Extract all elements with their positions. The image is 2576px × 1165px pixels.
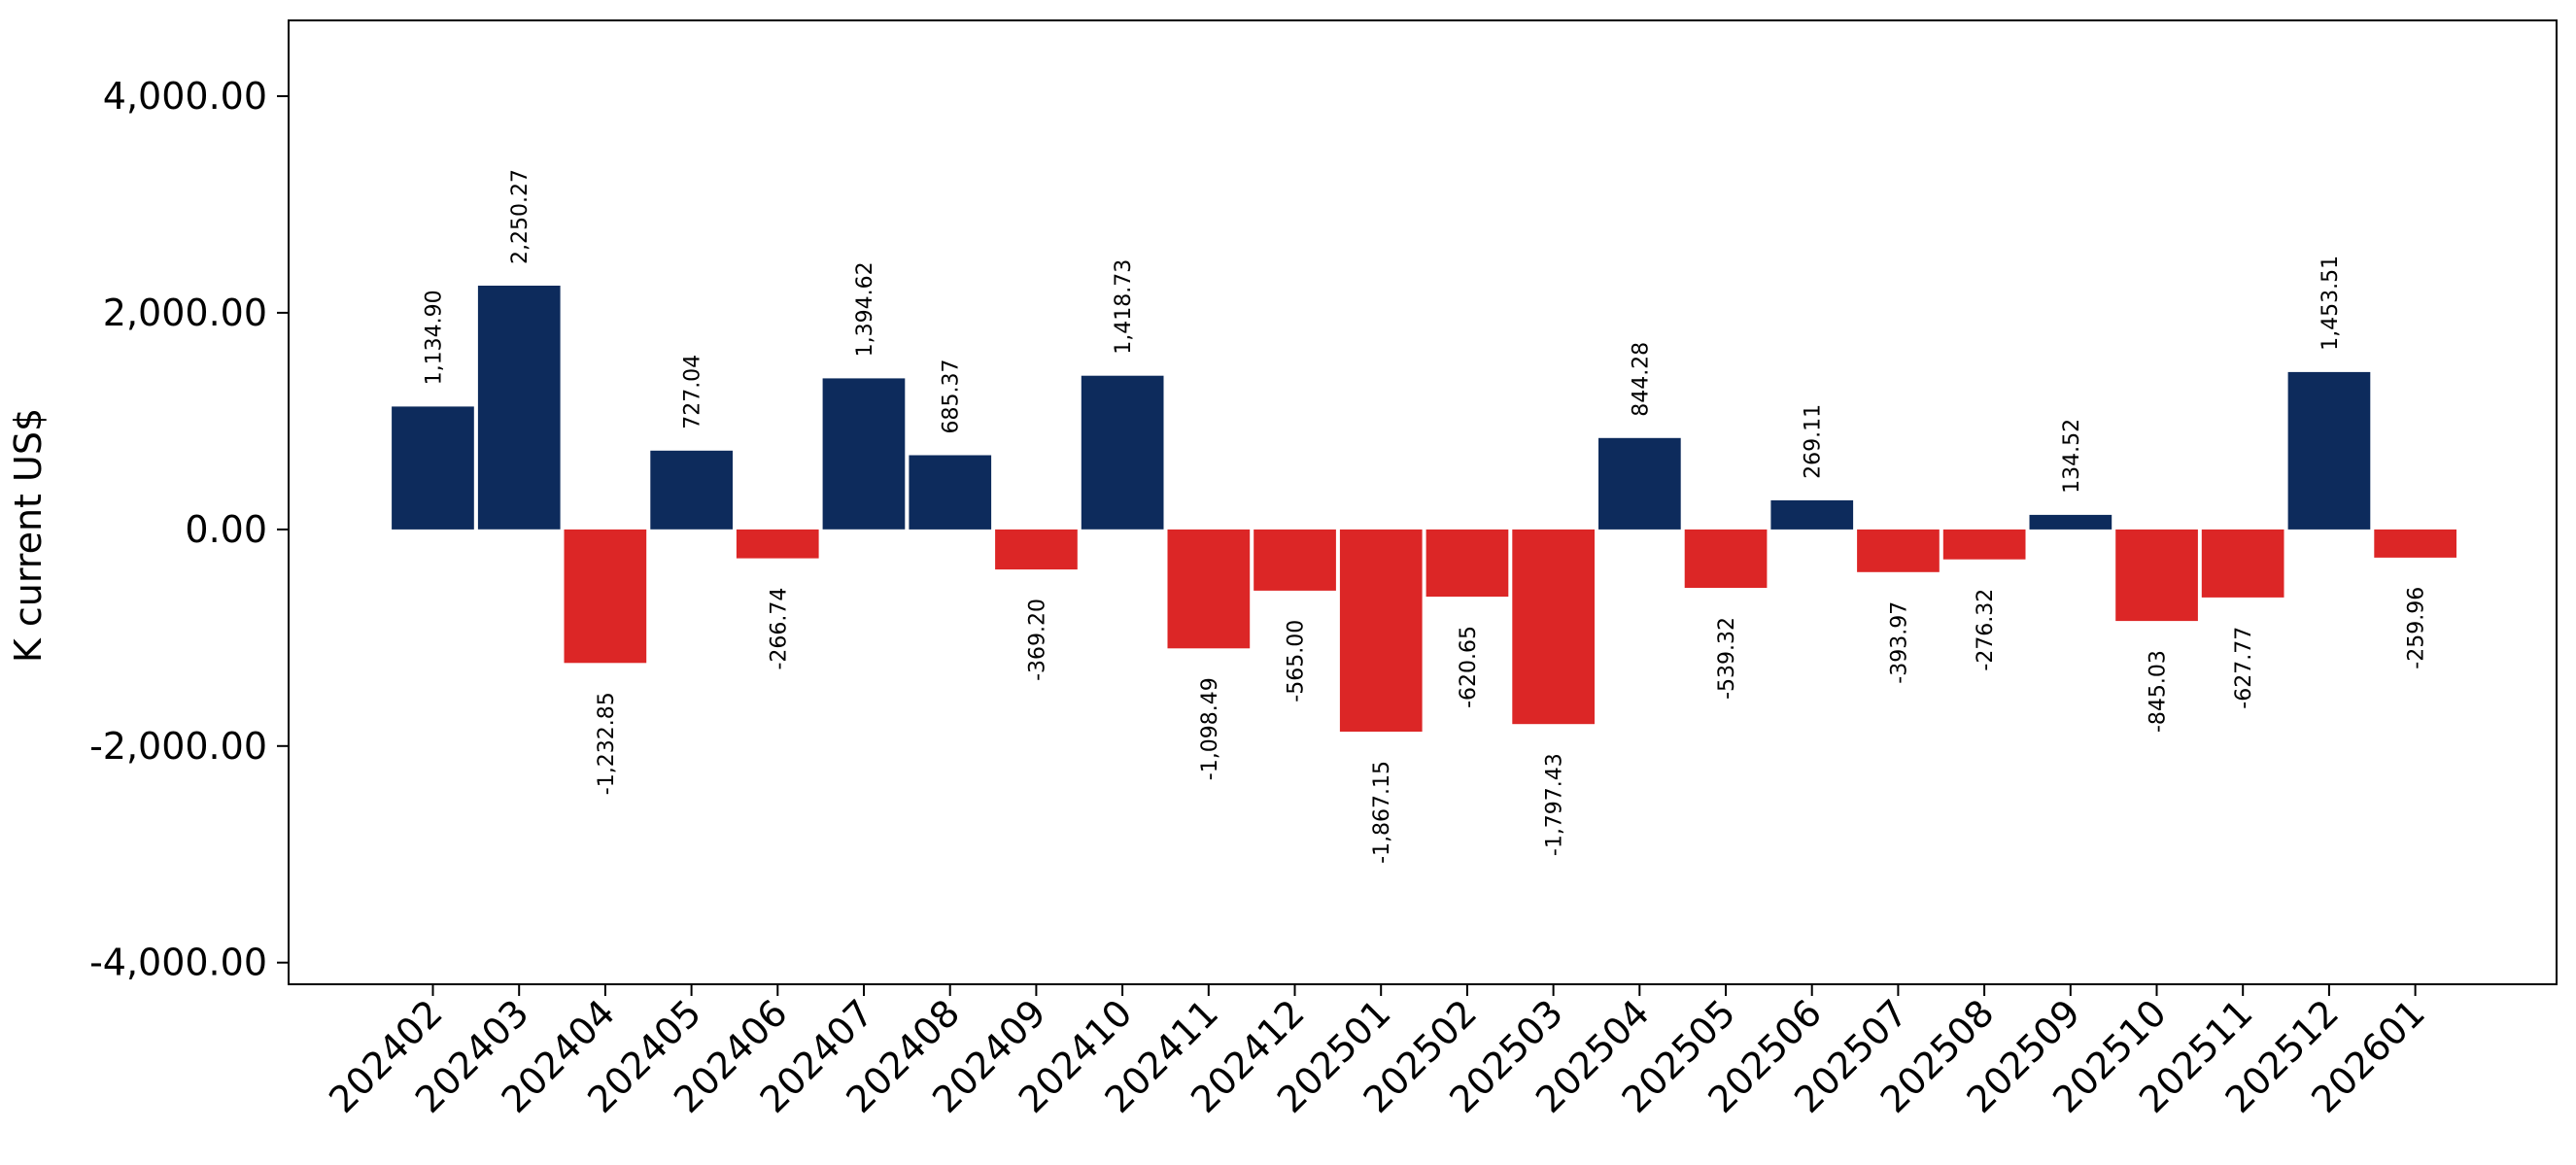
bar-202501 <box>1339 529 1423 732</box>
bar-202403 <box>477 286 561 530</box>
bar-value-label: 1,418.73 <box>1112 259 1136 355</box>
bar-202509 <box>2029 514 2112 530</box>
bar-202511 <box>2201 529 2284 598</box>
bar-202601 <box>2374 529 2456 558</box>
bar-value-label: -1,867.15 <box>1370 761 1394 864</box>
bar-202510 <box>2115 529 2198 622</box>
plot-area-frame <box>288 19 2558 985</box>
bar-value-label: -1,797.43 <box>1543 753 1567 856</box>
bar-value-label: -1,232.85 <box>595 692 619 795</box>
y-tick-label: -2,000.00 <box>89 725 267 768</box>
bar-value-label: -393.97 <box>1887 601 1911 684</box>
bar-value-label: 1,453.51 <box>2318 256 2343 351</box>
bar-202410 <box>1081 375 1164 530</box>
bar-labels-layer: 1,134.90 2,250.27 -1,232.85 727.04 -266.74 1,… <box>423 169 2429 864</box>
bar-202508 <box>1942 529 2026 560</box>
bar-value-label: 1,394.62 <box>853 261 877 357</box>
bar-202412 <box>1254 529 1336 591</box>
bar-202512 <box>2287 371 2371 530</box>
bar-value-label: -620.65 <box>1457 626 1481 708</box>
bar-202503 <box>1512 529 1595 725</box>
bar-value-label: 844.28 <box>1629 342 1653 417</box>
bar-202504 <box>1598 437 1681 530</box>
bar-202409 <box>995 529 1078 570</box>
bar-value-label: 134.52 <box>2060 419 2084 494</box>
y-tick-label: 0.00 <box>185 508 267 551</box>
bar-202506 <box>1770 499 1854 530</box>
y-tick-label: 2,000.00 <box>103 291 267 334</box>
bars-layer <box>392 286 2456 732</box>
bar-value-label: 269.11 <box>1802 404 1826 479</box>
bar-202507 <box>1857 529 1940 572</box>
bar-202408 <box>909 455 992 530</box>
bar-202505 <box>1684 529 1768 588</box>
bar-value-label: -1,098.49 <box>1198 677 1222 780</box>
bar-value-label: 1,134.90 <box>423 290 447 385</box>
y-tick-label: 4,000.00 <box>103 75 267 118</box>
bar-202502 <box>1425 529 1509 598</box>
bar-value-label: 685.37 <box>940 360 964 434</box>
bar-value-label: -539.32 <box>1715 617 1739 700</box>
bar-value-label: -259.96 <box>2405 587 2429 669</box>
bar-value-label: -369.20 <box>1025 599 1049 681</box>
y-axis-label: K current US$ <box>7 408 50 663</box>
bar-value-label: -627.77 <box>2232 627 2256 709</box>
bar-202407 <box>822 378 906 530</box>
bar-202404 <box>564 529 647 664</box>
bar-202406 <box>736 529 819 559</box>
bar-value-label: -845.03 <box>2147 650 2171 733</box>
bar-202405 <box>650 450 733 530</box>
bar-202411 <box>1167 529 1251 649</box>
bar-value-label: -276.32 <box>1974 589 1998 671</box>
x-axis: 2024022024032024042024052024062024072024… <box>321 984 2433 1121</box>
bar-202402 <box>392 406 474 530</box>
bar-value-label: 2,250.27 <box>508 169 532 264</box>
bar-value-label: 727.04 <box>681 355 705 429</box>
bar-value-label: -565.00 <box>1285 620 1309 702</box>
y-axis: -4,000.00 -2,000.00 0.00 2,000.00 4,000.00 <box>89 75 289 984</box>
y-tick-label: -4,000.00 <box>89 942 267 984</box>
bar-value-label: -266.74 <box>767 588 791 670</box>
